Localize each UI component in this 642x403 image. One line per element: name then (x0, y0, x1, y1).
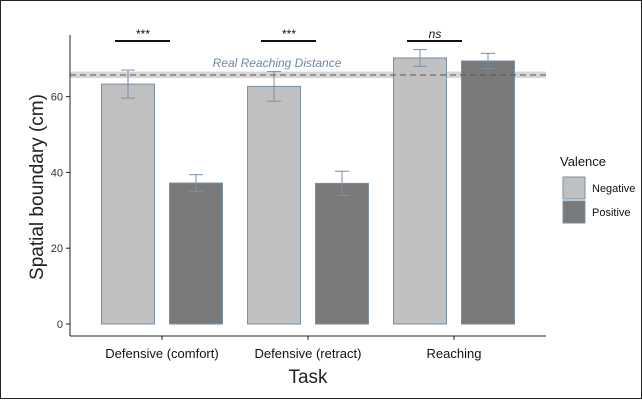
bar-negative-1 (247, 85, 301, 325)
bar-negative-0 (101, 83, 155, 325)
reference-band (70, 71, 546, 79)
significance-label-2: ns (429, 27, 442, 41)
x-tick-label-1: Defensive (retract) (255, 346, 362, 361)
legend-label-positive: Positive (592, 207, 631, 219)
significance-label-0: *** (136, 27, 150, 41)
legend-label-negative: Negative (592, 183, 635, 195)
legend-swatch-positive (562, 200, 586, 224)
x-axis-title: Task (288, 367, 328, 388)
x-tick-label-2: Reaching (427, 346, 482, 361)
y-tick-label-40: 40 (51, 167, 63, 179)
bar-negative-2 (393, 57, 447, 325)
y-tick-label-20: 20 (51, 243, 63, 255)
y-tick-label-0: 0 (57, 319, 63, 331)
bar-positive-1 (315, 182, 369, 325)
legend-title: Valence (560, 154, 606, 169)
bar-positive-2 (461, 60, 515, 325)
x-tick-label-0: Defensive (comfort) (105, 346, 218, 361)
reference-line-label: Real Reaching Distance (213, 56, 342, 70)
y-axis-title: Spatial boundary (cm) (27, 94, 48, 280)
y-tick-label-60: 60 (51, 92, 63, 104)
legend-swatch-negative (562, 176, 586, 200)
significance-label-1: *** (282, 27, 296, 41)
legend: Valence Negative Positive (560, 154, 635, 224)
bar-positive-0 (169, 182, 223, 325)
